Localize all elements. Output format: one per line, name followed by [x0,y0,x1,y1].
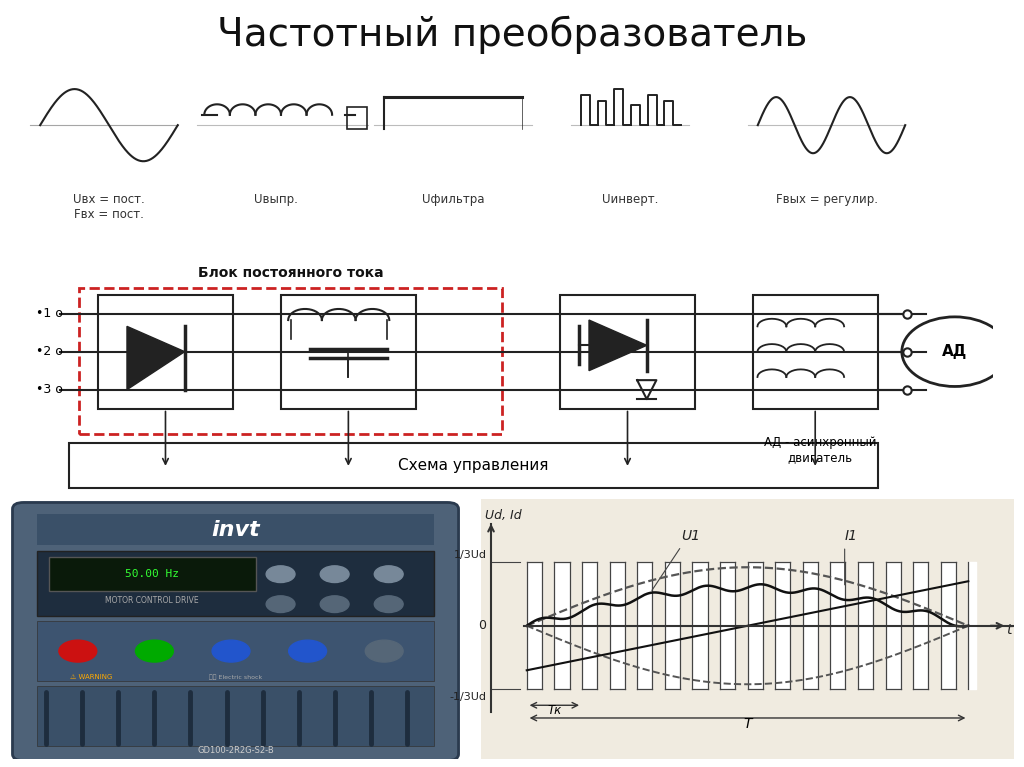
Text: Схема управления: Схема управления [398,458,549,473]
FancyBboxPatch shape [347,107,367,129]
Text: Частотный преобразователь: Частотный преобразователь [217,15,807,54]
FancyBboxPatch shape [753,295,878,409]
Text: Tк: Tк [547,703,561,716]
Text: АД - асинхронный
двигатель: АД - асинхронный двигатель [764,436,877,464]
Circle shape [366,640,403,662]
Text: Ud, Id: Ud, Id [484,509,521,522]
FancyBboxPatch shape [281,295,416,409]
Circle shape [321,566,349,582]
Text: 注意 Electric shock: 注意 Electric shock [209,674,262,680]
FancyBboxPatch shape [37,621,434,681]
FancyBboxPatch shape [12,502,459,761]
FancyBboxPatch shape [70,443,878,488]
Text: •3 о: •3 о [36,384,62,396]
Circle shape [375,566,403,582]
Circle shape [321,596,349,613]
Circle shape [59,640,96,662]
Text: •2 о: •2 о [36,345,62,358]
Text: I1: I1 [845,529,858,543]
Text: Uинверт.: Uинверт. [602,193,658,206]
Text: MOTOR CONTROL DRIVE: MOTOR CONTROL DRIVE [105,596,199,604]
FancyBboxPatch shape [37,514,434,545]
Text: Uфильтра: Uфильтра [422,193,484,206]
Circle shape [266,596,295,613]
Circle shape [266,566,295,582]
Text: U1: U1 [681,529,700,543]
Polygon shape [127,327,184,390]
Text: АД: АД [942,344,968,359]
Text: Uвыпр.: Uвыпр. [254,193,298,206]
FancyBboxPatch shape [37,551,434,616]
Text: Fвых = регулир.: Fвых = регулир. [775,193,878,206]
Text: -1/3Ud: -1/3Ud [450,692,486,702]
Text: GD100-2R2G-S2-B: GD100-2R2G-S2-B [198,746,273,755]
Circle shape [289,640,327,662]
Text: 50.00 Hz: 50.00 Hz [125,569,179,579]
Text: •1 о: •1 о [36,308,62,320]
Text: invt: invt [211,520,260,540]
FancyBboxPatch shape [98,295,232,409]
Circle shape [375,596,403,613]
FancyBboxPatch shape [37,686,434,746]
Text: ⚠ WARNING: ⚠ WARNING [71,674,113,680]
Text: 0: 0 [478,619,486,632]
FancyBboxPatch shape [48,557,256,591]
Text: Блок постоянного тока: Блок постоянного тока [198,265,383,280]
FancyBboxPatch shape [560,295,695,409]
Polygon shape [589,320,647,370]
Text: t: t [1006,623,1012,637]
Text: Uвх = пост.
Fвх = пост.: Uвх = пост. Fвх = пост. [73,193,144,222]
Circle shape [212,640,250,662]
Circle shape [135,640,173,662]
Text: 1/3Ud: 1/3Ud [454,550,486,560]
Text: T: T [743,716,752,730]
